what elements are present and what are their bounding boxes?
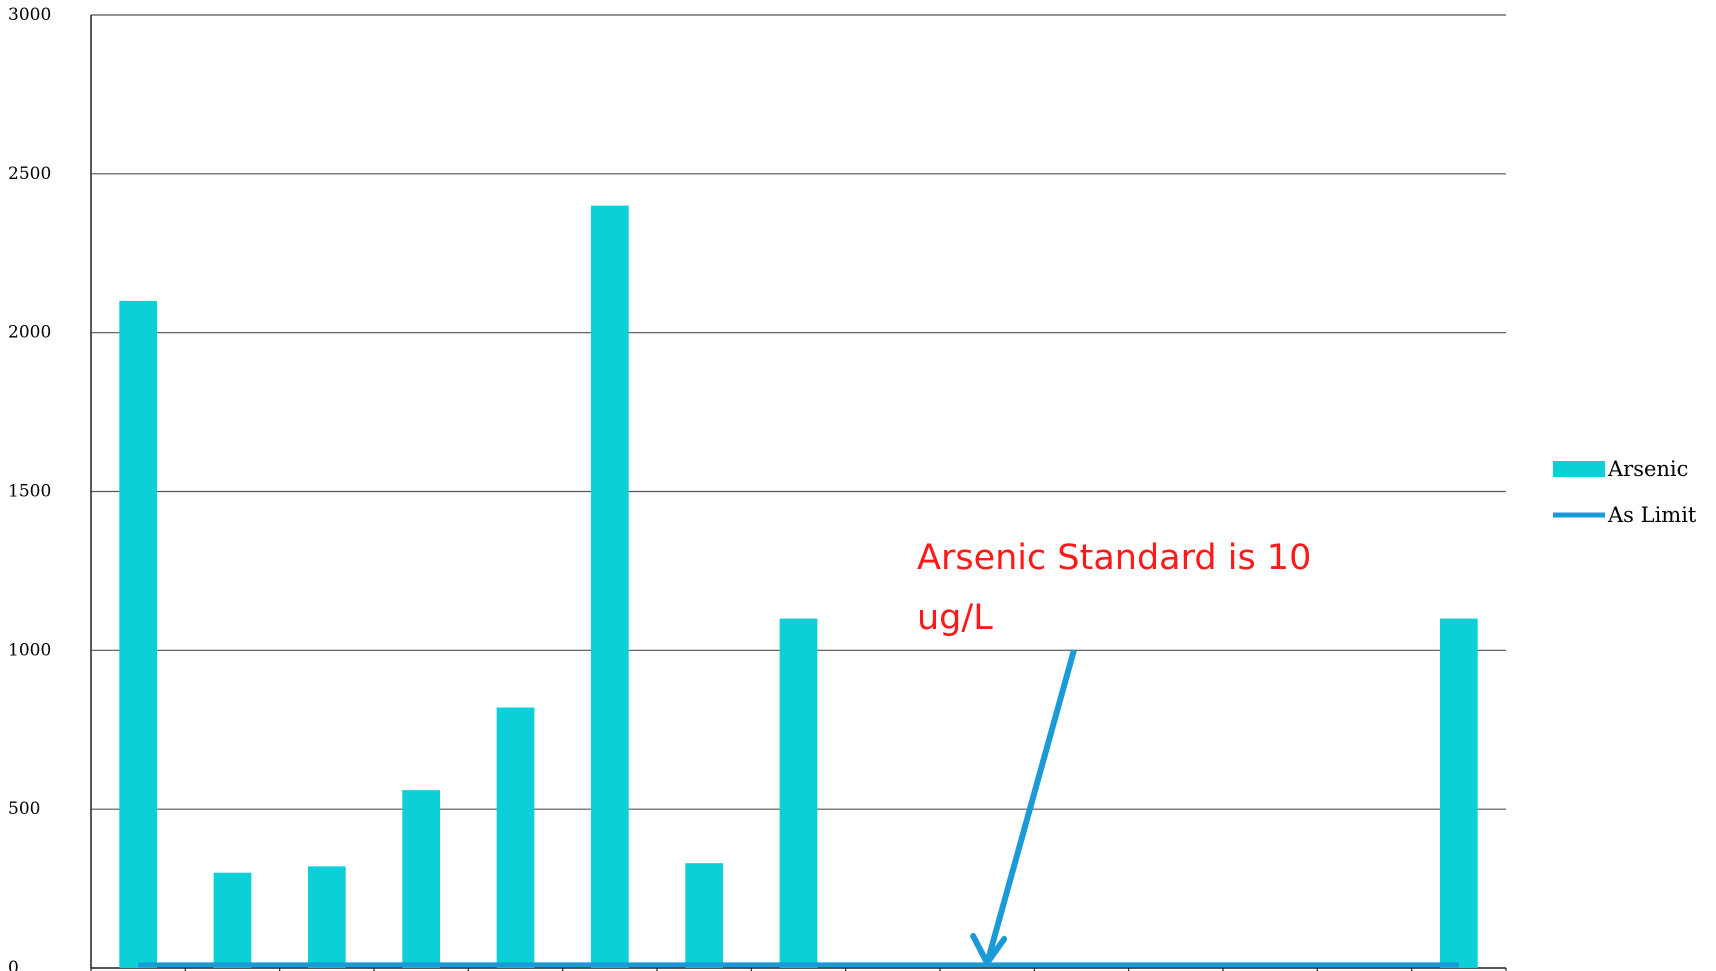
legend-arsenic-label: Arsenic [1607,457,1688,481]
arsenic-bar [590,205,629,969]
arsenic-bar [119,300,158,968]
y-tick-label: 3000 [8,5,51,25]
arsenic-bar [1439,618,1478,968]
annotation-arrow-head [970,933,1008,966]
arsenic-bar [685,863,724,968]
y-tick-label: 2000 [8,323,51,343]
arsenic-bar [496,707,535,968]
legend: Arsenic As Limit [1553,457,1697,527]
legend-arsenic-swatch [1553,461,1605,477]
gridlines [91,14,1506,810]
y-tick-labels: 0 500 1000 1500 2000 2500 3000 [8,5,51,971]
arsenic-bar [779,618,818,968]
y-tick-label: 500 [8,799,40,819]
y-tick-label: 1000 [8,640,51,660]
annotation-text-line-2: ug/L [917,598,993,638]
arsenic-bars [119,205,1478,969]
annotation-arrow [984,649,1077,964]
annotation: Arsenic Standard is 10 ug/L [917,538,1311,966]
arsenic-bar [213,872,252,968]
y-tick-label: 0 [8,958,19,971]
arsenic-bar [307,866,346,968]
y-tick-label: 1500 [8,482,51,502]
arsenic-bar [402,790,441,968]
annotation-text-line-1: Arsenic Standard is 10 [917,538,1311,578]
y-tick-label: 2500 [8,164,51,184]
legend-as-limit-label: As Limit [1607,503,1697,527]
